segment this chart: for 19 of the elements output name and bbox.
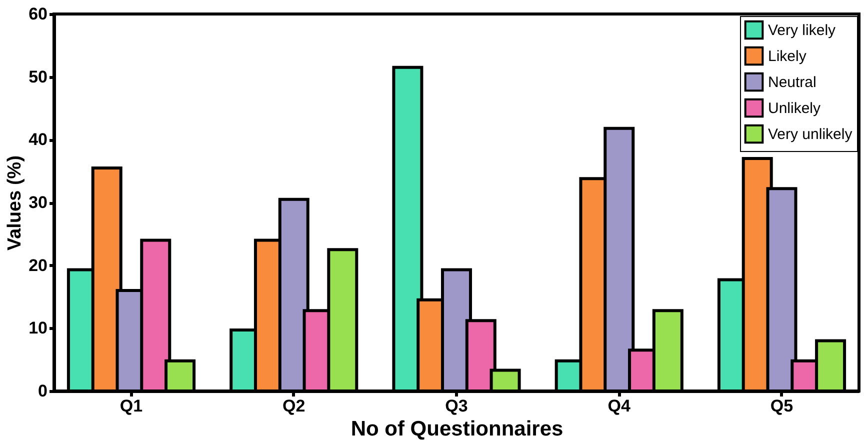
legend-label: Likely <box>768 48 807 65</box>
y-tick-label: 0 <box>38 382 48 400</box>
x-tick-label: Q1 <box>120 396 143 416</box>
y-tick-label: 60 <box>28 4 48 24</box>
legend-label: Unlikely <box>768 100 822 117</box>
y-tick-label: 50 <box>28 67 48 86</box>
legend-label: Very unlikely <box>768 126 853 143</box>
x-tick-label: Q4 <box>608 396 632 416</box>
x-tick-label: Q3 <box>445 396 468 416</box>
y-tick-label: 10 <box>28 318 48 338</box>
y-tick-label: 30 <box>28 193 48 212</box>
legend-label: Neutral <box>768 74 816 91</box>
y-axis-title: Values (%) <box>4 155 26 251</box>
x-tick-label: Q5 <box>770 396 794 416</box>
y-tick-label: 40 <box>28 130 48 150</box>
y-tick-label: 20 <box>28 256 48 275</box>
x-axis-title: No of Questionnaires <box>350 418 564 440</box>
x-tick-label: Q2 <box>282 396 306 416</box>
legend-label: Very likely <box>768 22 836 39</box>
